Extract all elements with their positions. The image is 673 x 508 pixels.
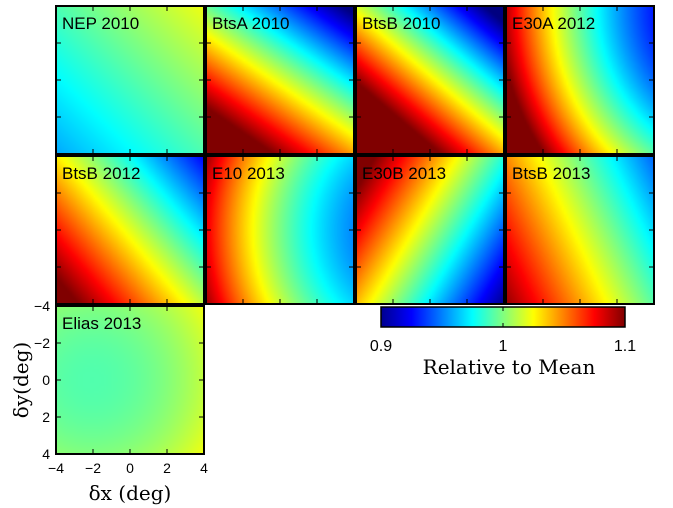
- panel-title: BtsB 2012: [62, 164, 140, 183]
- heatmap-field: [506, 6, 654, 154]
- panel-title: NEP 2010: [62, 14, 139, 33]
- panel-title: BtsB 2013: [512, 164, 590, 183]
- panel-frame: [355, 5, 505, 155]
- heatmap-field: [206, 6, 354, 154]
- colorbar-ticks: 0.9 1 1.1: [370, 307, 636, 355]
- heatmap-field: [56, 6, 204, 154]
- heatmap-panel: E30A 2012: [505, 5, 655, 155]
- heatmap-panel: E30B 2013: [355, 155, 505, 305]
- panel-frame: [205, 155, 355, 305]
- heatmap-field: [56, 306, 204, 454]
- panel-title: BtsA 2010: [212, 14, 290, 33]
- heatmap-field: [506, 156, 654, 304]
- colorbar-tick-label: 1: [499, 338, 508, 355]
- heatmap-panel: NEP 2010: [55, 5, 205, 155]
- x-tick-label: 0: [126, 460, 134, 476]
- heatmap-panel: BtsB 2010: [355, 5, 505, 155]
- y-tick-label: 0: [42, 372, 50, 388]
- colorbar-label: Relative to Mean: [423, 355, 596, 379]
- heatmap-field: [356, 156, 504, 304]
- x-tick-label: 2: [163, 460, 171, 476]
- panel-title: Elias 2013: [62, 314, 141, 333]
- x-tick-label: −2: [85, 460, 101, 476]
- panel-title: E30A 2012: [512, 14, 595, 33]
- heatmap-panel: E10 2013: [205, 155, 355, 305]
- heatmap-panel: BtsA 2010: [205, 5, 355, 155]
- panel-frame: [505, 155, 655, 305]
- y-tick-label: −4: [34, 298, 50, 314]
- heatmap-panel: Elias 2013: [55, 305, 205, 455]
- y-tick-label: −2: [34, 335, 50, 351]
- heatmap-panel: BtsB 2012: [55, 155, 205, 305]
- colorbar-tick-label: 1.1: [614, 338, 636, 355]
- panel-frame: [55, 305, 205, 455]
- x-tick-label: −4: [48, 460, 64, 476]
- heatmap-field: [356, 6, 504, 154]
- panel-frame: [55, 155, 205, 305]
- panel-frame: [355, 155, 505, 305]
- y-axis-label: δy(deg): [9, 342, 33, 418]
- heatmap-field: [56, 156, 204, 304]
- colorbar-tick-label: 0.9: [370, 338, 392, 355]
- x-tick-label: 4: [200, 460, 208, 476]
- y-tick-label: 4: [42, 446, 50, 462]
- panel-frame: [55, 5, 205, 155]
- colorbar: 0.9 1 1.1 Relative to Mean: [370, 306, 636, 379]
- panel-title: E30B 2013: [362, 164, 446, 183]
- panel-title: E10 2013: [212, 164, 285, 183]
- heatmap-panel: BtsB 2013: [505, 155, 655, 305]
- panel-frame: [205, 5, 355, 155]
- heatmap-panels: NEP 2010 BtsA 2010 BtsB 2010 E30A 2012 BtsB …: [55, 5, 655, 455]
- heatmap-field: [206, 156, 354, 304]
- x-axis-label: δx (deg): [89, 481, 172, 505]
- panel-title: BtsB 2010: [362, 14, 440, 33]
- y-tick-label: 2: [42, 409, 50, 425]
- panel-frame: [505, 5, 655, 155]
